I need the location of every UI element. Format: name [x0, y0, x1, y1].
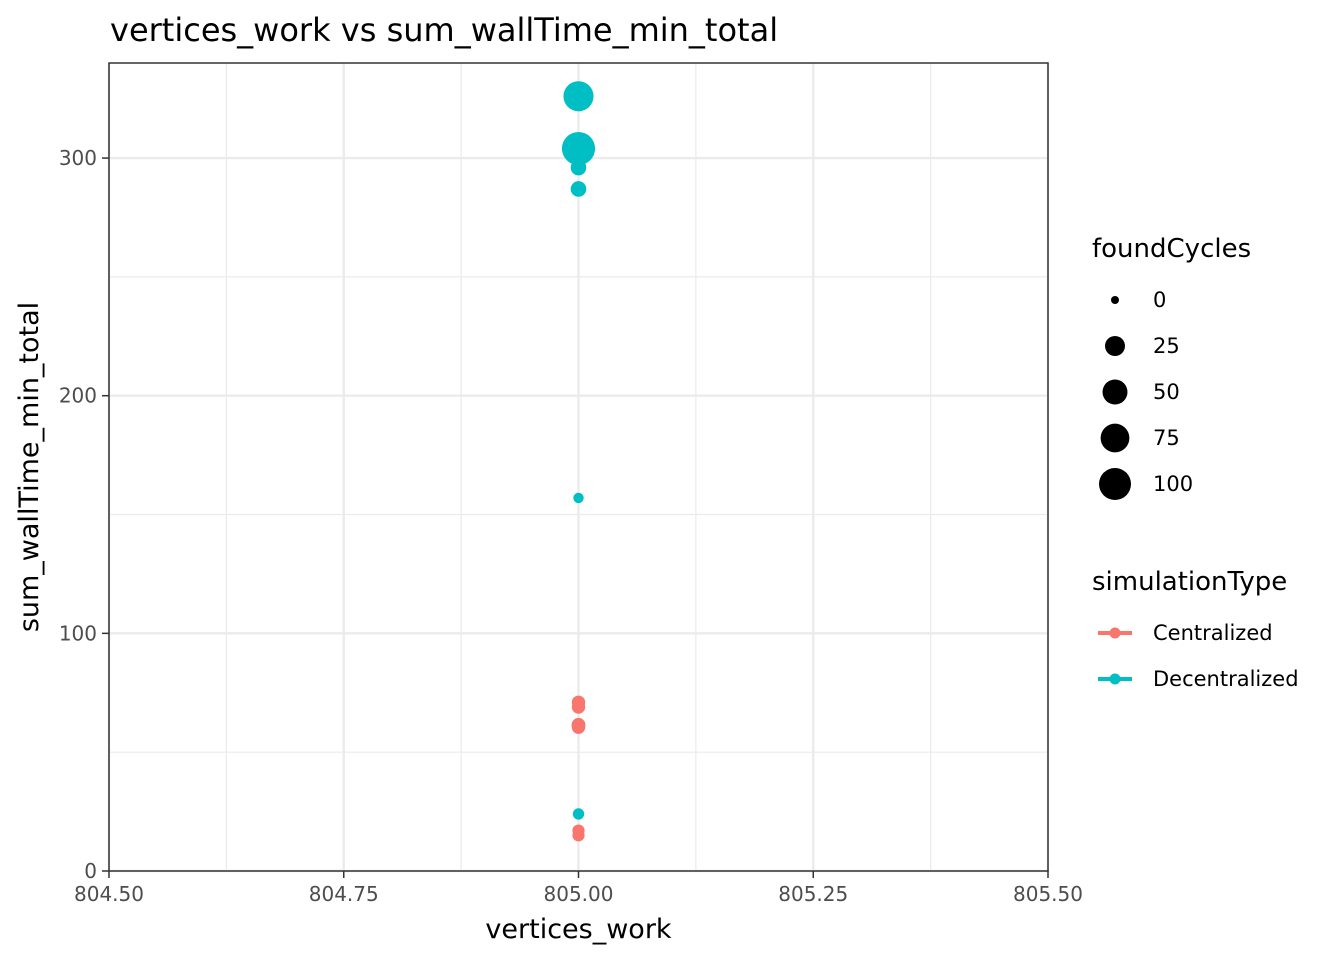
y-axis-title: sum_wallTime_min_total	[14, 302, 45, 632]
legend-size-label: 100	[1153, 472, 1193, 496]
data-point	[561, 131, 596, 166]
data-point	[571, 720, 586, 734]
legend-size-key	[1105, 336, 1125, 356]
data-point	[572, 829, 585, 842]
legend-color-title: simulationType	[1092, 567, 1287, 597]
data-point	[572, 808, 585, 820]
x-tick-label: 805.50	[1013, 882, 1083, 906]
legend-size-key	[1100, 423, 1130, 453]
legend-size-title: foundCycles	[1092, 234, 1251, 264]
data-point	[571, 700, 586, 714]
x-axis-title: vertices_work	[485, 914, 672, 945]
legend-color-point	[1109, 627, 1121, 639]
y-tick-label: 200	[59, 384, 97, 408]
legend-size-label: 0	[1153, 288, 1166, 312]
data-point	[570, 181, 587, 197]
y-axis-ticks: 0 100 200 300	[59, 146, 109, 883]
legend-size-label: 75	[1153, 426, 1180, 450]
data-points	[561, 81, 596, 842]
x-tick-label: 805.25	[778, 882, 848, 906]
legend-color-label: Decentralized	[1153, 667, 1299, 691]
y-tick-label: 0	[84, 859, 97, 883]
x-tick-label: 804.75	[309, 882, 379, 906]
legend-size-key	[1111, 296, 1119, 304]
x-axis-ticks: 804.50 804.75 805.00 805.25 805.50	[74, 871, 1083, 906]
y-tick-label: 300	[59, 146, 97, 170]
x-tick-label: 805.00	[544, 882, 614, 906]
y-tick-label: 100	[59, 621, 97, 645]
data-point	[570, 159, 587, 176]
legend-color-label: Centralized	[1153, 621, 1273, 645]
chart-title: vertices_work vs sum_wallTime_min_total	[110, 11, 778, 49]
legend: foundCycles 0 25 50 75 100 simulationType Ce…	[1092, 234, 1299, 691]
color-legend-entries: Centralized Decentralized	[1098, 621, 1299, 691]
legend-size-key	[1099, 468, 1131, 500]
legend-size-label: 50	[1153, 380, 1180, 404]
legend-color-point	[1109, 673, 1121, 685]
legend-size-key	[1102, 379, 1128, 405]
size-legend-entries: 0 25 50 75 100	[1099, 288, 1193, 500]
legend-size-label: 25	[1153, 334, 1180, 358]
x-tick-label: 804.50	[74, 882, 144, 906]
data-point	[563, 81, 594, 112]
data-point	[573, 492, 584, 504]
